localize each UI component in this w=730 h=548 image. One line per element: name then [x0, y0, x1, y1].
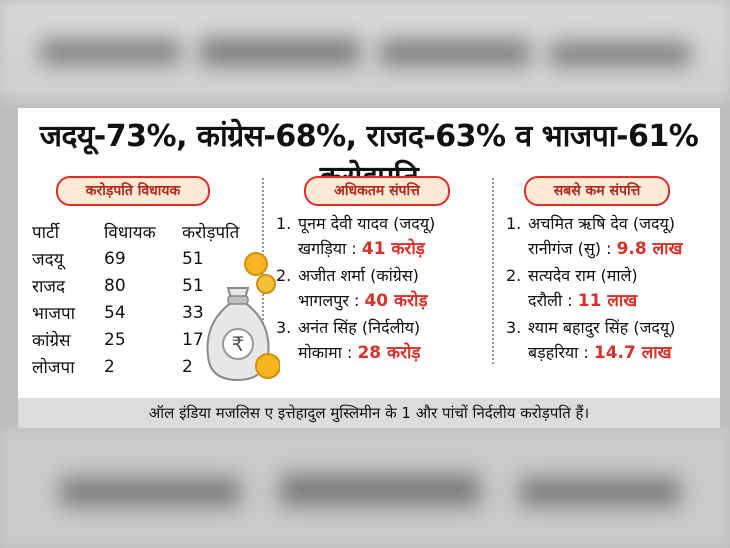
rank-number: 1.: [506, 214, 522, 233]
blurred-text-block: [200, 38, 360, 66]
money-bag-icon: ₹: [206, 252, 280, 382]
asset-value: 14.7 लाख: [593, 343, 672, 363]
table-row: राजद 80 51: [32, 272, 262, 299]
mla-name: पूनम देवी यादव (जदयू): [298, 214, 436, 233]
list-item: 1. अचमित ऋषि देव (जदयू) रानीगंज (सु) : 9.…: [506, 212, 682, 260]
party-cell: भाजपा: [32, 304, 76, 324]
blurred-background-bottom: [0, 428, 730, 548]
section-pill-max-assets: अधिकतम संपत्ति: [304, 176, 450, 206]
rank-number: 2.: [506, 266, 522, 285]
table-row: जदयू 69 51: [32, 245, 262, 272]
list-item: 3. श्याम बहादुर सिंह (जदयू) बड़हरिया : 14…: [506, 316, 682, 364]
constituency: दरौली :: [528, 291, 573, 310]
mla-count-cell: 80: [104, 275, 126, 296]
column-header: करोड़पति: [182, 223, 240, 243]
rank-number: 1.: [276, 214, 292, 233]
mla-name: अनंत सिंह (निर्दलीय): [298, 318, 421, 337]
mla-name: अचमित ऋषि देव (जदयू): [528, 214, 676, 233]
blurred-text-block: [520, 478, 680, 506]
list-item: 1. पूनम देवी यादव (जदयू) खगड़िया : 41 करो…: [276, 212, 435, 260]
blurred-text-block: [550, 42, 690, 66]
party-cell: जदयू: [32, 250, 64, 270]
asset-value: 40 करोड़: [364, 291, 428, 311]
column-header: पार्टी: [32, 223, 60, 243]
constituency: बड़हरिया :: [528, 343, 589, 362]
crorepati-count-cell: 51: [182, 275, 204, 296]
table-row: भाजपा 54 33: [32, 299, 262, 326]
constituency: मोकामा :: [298, 343, 353, 362]
mla-count-cell: 2: [104, 356, 115, 377]
mla-name: सत्यदेव राम (माले): [528, 266, 638, 285]
constituency: रानीगंज (सु) :: [528, 239, 612, 258]
crorepati-count-cell: 51: [182, 248, 204, 269]
section-pill-min-assets: सबसे कम संपत्ति: [524, 176, 670, 206]
blurred-text-block: [380, 40, 530, 66]
table-row: कांग्रेस 25 17: [32, 326, 262, 353]
mla-count-cell: 54: [104, 302, 126, 323]
rank-number: 3.: [276, 318, 292, 337]
min-assets-list: 1. अचमित ऋषि देव (जदयू) रानीगंज (सु) : 9.…: [506, 212, 682, 368]
table-header-row: पार्टी विधायक करोड़पति: [32, 218, 262, 245]
mla-name: श्याम बहादुर सिंह (जदयू): [528, 318, 676, 337]
party-cell: राजद: [32, 277, 65, 297]
mla-count-cell: 69: [104, 248, 126, 269]
mla-count-cell: 25: [104, 329, 126, 350]
max-assets-list: 1. पूनम देवी यादव (जदयू) खगड़िया : 41 करो…: [276, 212, 435, 368]
list-item: 2. सत्यदेव राम (माले) दरौली : 11 लाख: [506, 264, 682, 312]
blurred-text-block: [60, 478, 240, 506]
section-pill-crorepati: करोड़पति विधायक: [56, 176, 210, 206]
party-cell: कांग्रेस: [32, 331, 71, 351]
asset-value: 11 लाख: [577, 291, 638, 311]
constituency: भागलपुर :: [298, 291, 360, 310]
blurred-text-block: [40, 40, 180, 64]
asset-value: 28 करोड़: [357, 343, 421, 363]
column-header: विधायक: [104, 223, 156, 243]
crorepati-table: पार्टी विधायक करोड़पति जदयू 69 51 राजद 8…: [32, 218, 262, 380]
rank-number: 3.: [506, 318, 522, 337]
list-item: 2. अजीत शर्मा (कांग्रेस) भागलपुर : 40 करो…: [276, 264, 435, 312]
asset-value: 41 करोड़: [361, 239, 425, 259]
asset-value: 9.8 लाख: [616, 239, 683, 259]
table-row: लोजपा 2 2: [32, 353, 262, 380]
party-cell: लोजपा: [32, 358, 75, 378]
rank-number: 2.: [276, 266, 292, 285]
mla-name: अजीत शर्मा (कांग्रेस): [298, 266, 419, 285]
footer-note: ऑल इंडिया मजलिस ए इत्तेहादुल मुस्लिमीन क…: [18, 398, 720, 428]
infographic-card: जदयू-73%, कांग्रेस-68%, राजद-63% व भाजपा…: [18, 108, 720, 428]
constituency: खगड़िया :: [298, 239, 357, 258]
crorepati-count-cell: 17: [182, 329, 204, 350]
crorepati-count-cell: 2: [182, 356, 193, 377]
crorepati-count-cell: 33: [182, 302, 204, 323]
rupee-symbol: ₹: [232, 332, 245, 356]
blurred-background-top: [0, 0, 730, 100]
divider: [492, 178, 494, 364]
list-item: 3. अनंत सिंह (निर्दलीय) मोकामा : 28 करोड़: [276, 316, 435, 364]
blurred-text-block: [280, 474, 480, 506]
